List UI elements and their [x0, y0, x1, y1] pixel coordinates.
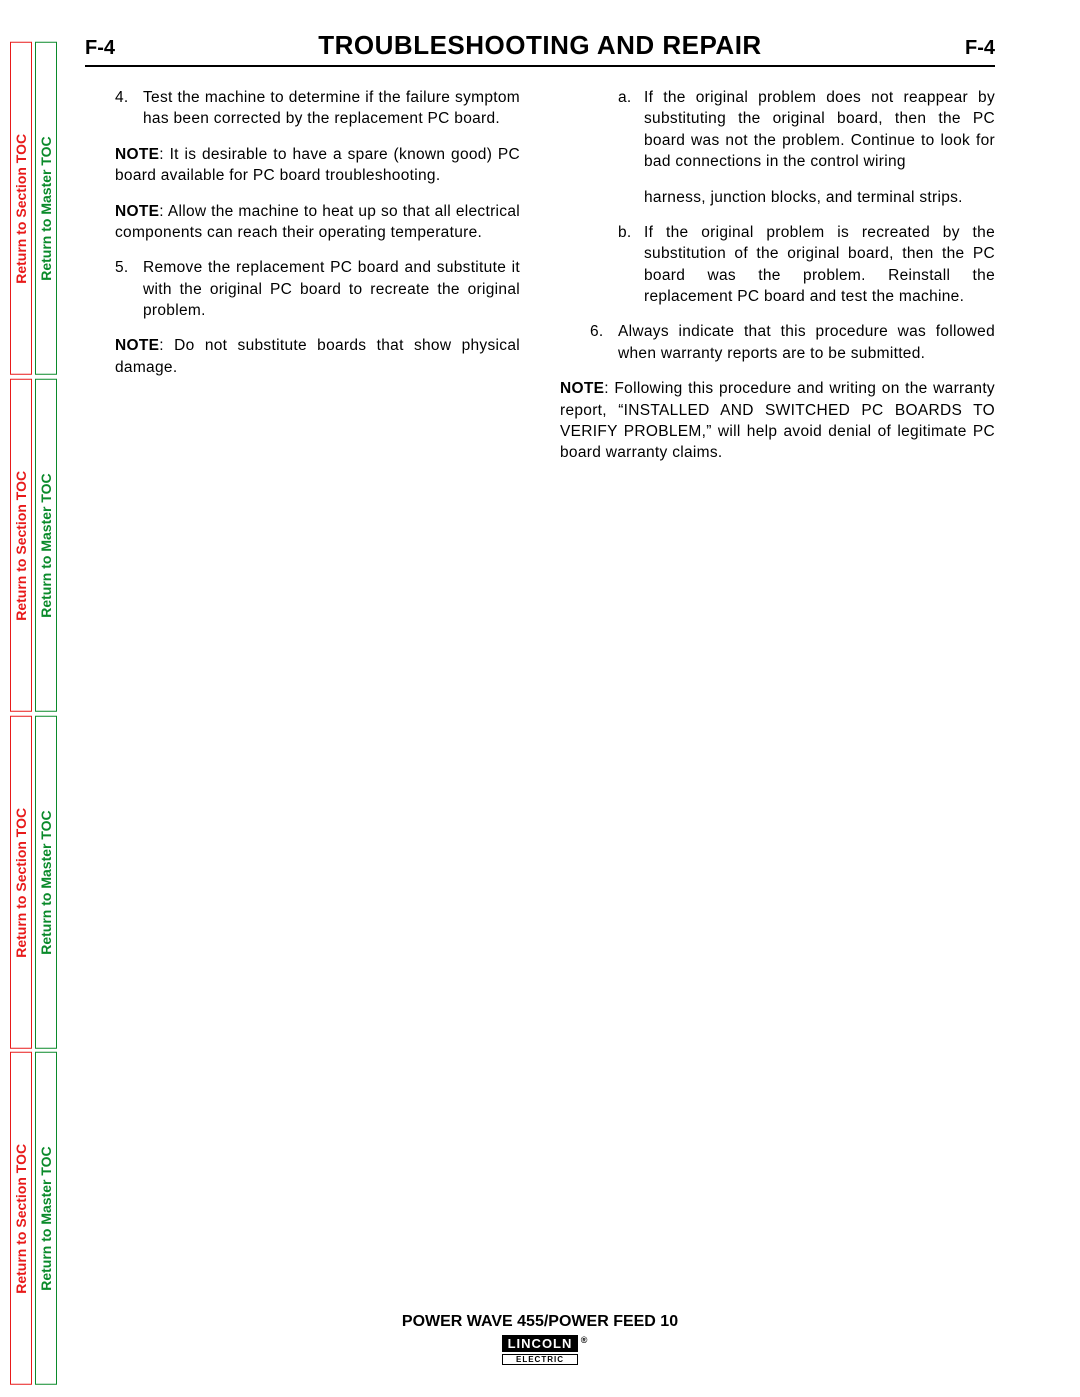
- section-toc-link-1[interactable]: Return to Section TOC: [10, 42, 32, 375]
- master-toc-link-4[interactable]: Return to Master TOC: [35, 1052, 57, 1385]
- master-toc-link-3[interactable]: Return to Master TOC: [35, 716, 57, 1049]
- note-3: NOTE: Do not substitute boards that show…: [85, 335, 520, 378]
- master-toc-link-2[interactable]: Return to Master TOC: [35, 379, 57, 712]
- logo-subbrand: ELECTRIC: [502, 1354, 579, 1365]
- note-text: : It is desirable to have a spare (known…: [115, 146, 520, 184]
- item-number: 5.: [115, 257, 143, 321]
- logo-text: LINCOLN: [508, 1336, 573, 1351]
- note-1: NOTE: It is desirable to have a spare (k…: [85, 144, 520, 187]
- page-footer: POWER WAVE 455/POWER FEED 10 LINCOLN ® E…: [85, 1313, 995, 1367]
- body-text: 4. Test the machine to determine if the …: [85, 87, 995, 464]
- registered-icon: ®: [581, 1335, 589, 1345]
- note-text: : Following this procedure and writing o…: [560, 380, 995, 461]
- logo-brand: LINCOLN ®: [502, 1335, 579, 1352]
- list-item-5: 5. Remove the replacement PC board and s…: [85, 257, 520, 321]
- section-toc-link-3[interactable]: Return to Section TOC: [10, 716, 32, 1049]
- section-toc-link-4[interactable]: Return to Section TOC: [10, 1052, 32, 1385]
- item-number: 6.: [590, 321, 618, 364]
- note-text: : Do not substitute boards that show phy…: [115, 337, 520, 375]
- side-navigation-tabs: Return to Section TOC Return to Section …: [10, 40, 60, 1387]
- note-label: NOTE: [560, 380, 604, 397]
- sub-item-a: a. If the original problem does not reap…: [560, 87, 995, 173]
- page-header: F-4 TROUBLESHOOTING AND REPAIR F-4: [85, 30, 995, 67]
- item-text: Always indicate that this procedure was …: [618, 321, 995, 364]
- note-4: NOTE: Following this procedure and writi…: [560, 378, 995, 464]
- section-toc-link-2[interactable]: Return to Section TOC: [10, 379, 32, 712]
- sub-item-a-cont: harness, junction blocks, and terminal s…: [560, 187, 995, 208]
- item-text: Remove the replacement PC board and subs…: [143, 257, 520, 321]
- sub-letter: a.: [618, 87, 644, 173]
- master-toc-column: Return to Master TOC Return to Master TO…: [35, 40, 57, 1387]
- page-content: F-4 TROUBLESHOOTING AND REPAIR F-4 4. Te…: [85, 30, 995, 1367]
- note-text: : Allow the machine to heat up so that a…: [115, 203, 520, 241]
- note-label: NOTE: [115, 146, 159, 163]
- page-number-right: F-4: [965, 37, 995, 60]
- lincoln-logo: LINCOLN ® ELECTRIC: [502, 1335, 579, 1365]
- section-toc-column: Return to Section TOC Return to Section …: [10, 40, 32, 1387]
- sub-text: If the original problem is recreated by …: [644, 222, 995, 308]
- list-item-4: 4. Test the machine to determine if the …: [85, 87, 520, 130]
- note-label: NOTE: [115, 203, 159, 220]
- sub-text: If the original problem does not reappea…: [644, 87, 995, 173]
- page-number-left: F-4: [85, 37, 115, 60]
- master-toc-link-1[interactable]: Return to Master TOC: [35, 42, 57, 375]
- page-title: TROUBLESHOOTING AND REPAIR: [318, 30, 761, 61]
- footer-product-name: POWER WAVE 455/POWER FEED 10: [85, 1313, 995, 1331]
- item-number: 4.: [115, 87, 143, 130]
- sub-letter: b.: [618, 222, 644, 308]
- list-item-6: 6. Always indicate that this procedure w…: [560, 321, 995, 364]
- note-label: NOTE: [115, 337, 159, 354]
- note-2: NOTE: Allow the machine to heat up so th…: [85, 201, 520, 244]
- item-text: Test the machine to determine if the fai…: [143, 87, 520, 130]
- sub-item-b: b. If the original problem is recreated …: [560, 222, 995, 308]
